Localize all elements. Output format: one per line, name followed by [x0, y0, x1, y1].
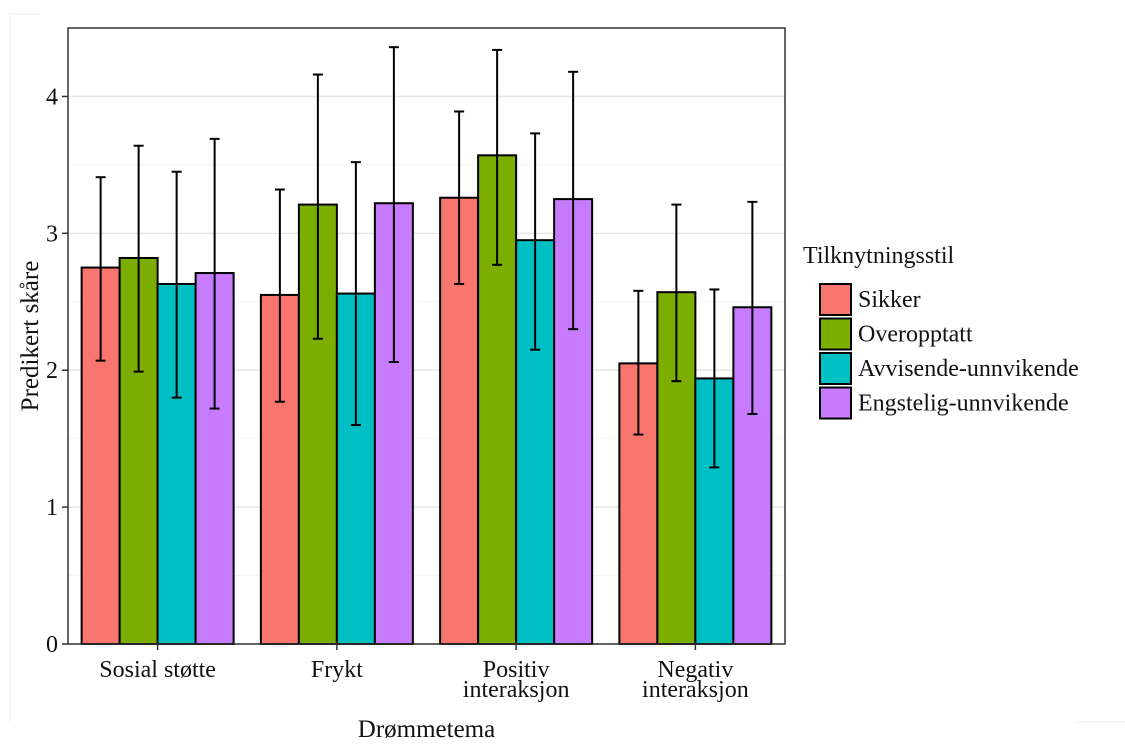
- legend-title: Tilknytningsstil: [803, 243, 955, 269]
- y-tick-label: 2: [46, 358, 58, 384]
- legend-key: [819, 386, 852, 420]
- x-tick-label: Frykt: [311, 657, 363, 683]
- x-tick-label: Negativ interaksjon: [642, 657, 749, 703]
- y-tick-label: 1: [46, 495, 58, 521]
- x-tick-label-line: Frykt: [311, 657, 363, 683]
- legend-label: Avvisende-unnvikende: [858, 356, 1079, 382]
- y-tick-label: 4: [46, 84, 58, 110]
- x-tick-label: Positiv interaksjon: [463, 657, 570, 703]
- plot-frame: [67, 27, 786, 645]
- y-tick-label: 3: [46, 221, 58, 247]
- legend-key: [819, 352, 852, 385]
- x-tick-label-line: interaksjon: [463, 677, 570, 703]
- x-tick-label-line: interaksjon: [642, 677, 749, 703]
- legend-label: Overopptatt: [858, 322, 973, 348]
- x-tick-label-line: Negativ: [657, 657, 733, 683]
- x-tick-label: Sosial støtte: [99, 657, 216, 683]
- legend-key: [819, 283, 852, 316]
- x-tick-label-line: Sosial støtte: [99, 657, 216, 683]
- y-axis-title: Predikert skåre: [17, 261, 44, 412]
- legend-key: [819, 317, 852, 351]
- y-tick-label: 0: [46, 632, 58, 658]
- x-axis-title: Drømmetema: [358, 716, 495, 742]
- x-tick-label-line: Positiv: [483, 657, 550, 683]
- legend-label: Sikker: [858, 287, 921, 313]
- legend-label: Engstelig-unnvikende: [858, 391, 1069, 417]
